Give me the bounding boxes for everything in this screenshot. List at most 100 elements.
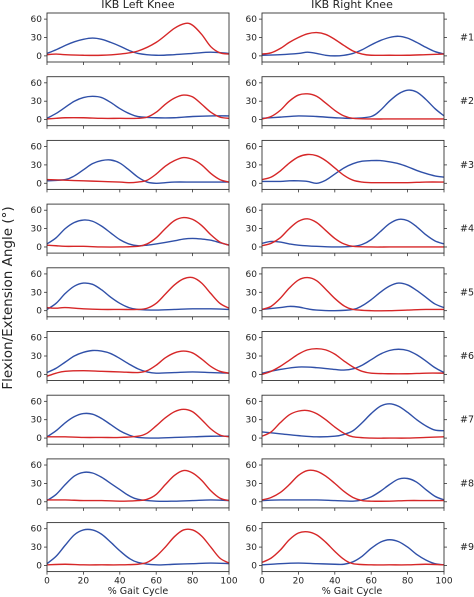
blue-series-line (262, 282, 444, 312)
blue-series-line (47, 412, 229, 439)
row-label: #2 (460, 96, 474, 107)
red-series-line (47, 469, 229, 502)
panel-lines (47, 276, 229, 311)
y-tick-label: 30 (246, 352, 258, 362)
blue-series-line (47, 349, 229, 374)
red-series-line (262, 218, 444, 248)
panel-8-right: 0 30 60 #8 (246, 458, 474, 511)
x-tick-label: 0 (44, 577, 50, 587)
y-tick-label: 0 (36, 52, 42, 62)
panel-6-left: 0 30 60 (31, 331, 230, 384)
y-tick-label: 0 (36, 434, 42, 444)
y-tick-label: 30 (31, 543, 43, 553)
x-tick-label: 80 (187, 577, 199, 587)
panel-3-left: 0 30 60 (31, 139, 230, 193)
blue-series-line (262, 539, 444, 566)
row-label: #7 (460, 415, 474, 426)
y-tick-label: 30 (246, 543, 258, 553)
blue-series-line (47, 219, 229, 247)
row-label: #5 (460, 287, 474, 298)
row-label: #4 (460, 224, 474, 235)
panel-4-left: 0 30 60 (31, 203, 230, 257)
panel-5-right: 0 30 60 #5 (246, 267, 474, 320)
y-tick-label: 60 (246, 206, 258, 216)
red-series-line (262, 469, 444, 502)
blue-series-line (47, 282, 229, 311)
column-title-left: IKB Left Knee (101, 0, 175, 11)
y-tick-label: 60 (31, 334, 43, 344)
panel-lines (47, 469, 229, 503)
y-tick-label: 30 (31, 161, 43, 171)
red-series-line (262, 93, 444, 120)
y-tick-label: 30 (31, 352, 43, 362)
x-tick-label: 20 (78, 577, 90, 587)
red-series-line (47, 156, 229, 184)
panel-4-right: 0 30 60 #4 (246, 203, 474, 257)
y-tick-label: 30 (31, 288, 43, 298)
y-tick-label: 0 (36, 307, 42, 317)
red-series-line (262, 409, 444, 439)
y-tick-label: 30 (246, 225, 258, 235)
y-tick-label: 0 (36, 243, 42, 253)
red-series-line (47, 22, 229, 57)
y-tick-label: 30 (31, 479, 43, 489)
y-tick-label: 30 (246, 97, 258, 107)
y-tick-label: 60 (31, 206, 43, 216)
y-tick-label: 0 (251, 243, 257, 253)
y-tick-label: 30 (31, 225, 43, 235)
red-series-line (262, 276, 444, 312)
y-tick-label: 0 (36, 179, 42, 189)
y-tick-label: 30 (246, 288, 258, 298)
y-tick-label: 0 (251, 370, 257, 380)
y-tick-label: 0 (251, 498, 257, 508)
panel-9-left: 0 30 60 0 20 40 60 80 100 (31, 522, 238, 587)
blue-series-line (262, 403, 444, 438)
row-label: #9 (460, 542, 474, 553)
x-tick-label: 100 (435, 577, 452, 587)
row-label: #8 (460, 478, 474, 489)
row-label: #6 (460, 351, 474, 362)
x-axis-label-right: % Gait Cycle (322, 586, 383, 597)
panel-lines (47, 216, 229, 248)
y-tick-label: 60 (31, 461, 43, 471)
panel-6-right: 0 30 60 #6 (246, 331, 474, 384)
panel-lines (262, 347, 444, 376)
blue-series-line (262, 35, 444, 57)
y-tick-label: 0 (251, 307, 257, 317)
panel-lines (47, 22, 229, 57)
red-series-line (47, 94, 229, 120)
blue-series-line (262, 159, 444, 184)
blue-series-line (47, 37, 229, 57)
y-tick-label: 60 (31, 15, 43, 25)
red-series-line (47, 408, 229, 439)
red-series-line (47, 528, 229, 566)
y-tick-label: 30 (246, 161, 258, 171)
red-series-line (47, 276, 229, 311)
y-tick-label: 60 (246, 525, 258, 535)
y-tick-label: 60 (246, 15, 258, 25)
x-tick-label: 0 (259, 577, 265, 587)
y-tick-label: 0 (251, 116, 257, 126)
panel-3-right: 0 30 60 #3 (246, 139, 474, 193)
y-tick-label: 30 (246, 479, 258, 489)
y-tick-label: 60 (246, 461, 258, 471)
y-tick-label: 60 (246, 334, 258, 344)
y-tick-label: 30 (31, 34, 43, 44)
x-tick-label: 60 (150, 577, 162, 587)
panel-lines (47, 349, 229, 377)
y-tick-label: 60 (246, 143, 258, 153)
x-tick-label: 100 (220, 577, 237, 587)
y-tick-label: 0 (251, 179, 257, 189)
blue-series-line (262, 477, 444, 502)
x-tick-label: 40 (114, 577, 126, 587)
panel-5-left: 0 30 60 (31, 267, 230, 320)
x-tick-label: 40 (329, 577, 341, 587)
y-tick-label: 30 (31, 97, 43, 107)
column-title-right: IKB Right Knee (311, 0, 393, 11)
y-tick-label: 60 (31, 79, 43, 89)
y-tick-label: 0 (251, 52, 257, 62)
y-tick-label: 0 (251, 434, 257, 444)
red-series-line (47, 350, 229, 377)
panel-1-left: 0 30 60 (31, 12, 230, 65)
